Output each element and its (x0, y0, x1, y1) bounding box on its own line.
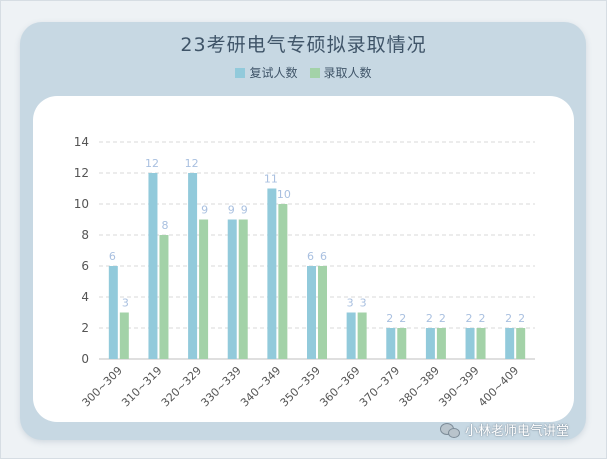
bar-series1 (425, 328, 435, 359)
data-label: 2 (505, 312, 512, 325)
bar-series2 (516, 328, 526, 359)
bar-series1 (346, 312, 356, 359)
data-label: 3 (347, 297, 354, 310)
data-label: 3 (122, 297, 129, 310)
bar-series2 (357, 312, 367, 359)
bar-series1 (148, 173, 158, 359)
y-tick-label: 14 (74, 135, 89, 149)
bar-series2 (199, 219, 209, 359)
data-label: 2 (426, 312, 433, 325)
data-label: 9 (201, 204, 208, 217)
data-label: 12 (185, 157, 199, 170)
x-tick-label: 360~369 (317, 364, 362, 409)
data-label: 9 (241, 204, 248, 217)
data-label: 12 (145, 157, 159, 170)
data-label: 11 (264, 173, 278, 186)
y-tick-label: 12 (74, 166, 89, 180)
legend-item-series2: 录取人数 (309, 64, 372, 81)
y-tick-label: 0 (81, 352, 89, 366)
bar-series2 (278, 204, 288, 359)
bar-series2 (397, 328, 407, 359)
bar-series1 (386, 328, 396, 359)
data-label: 3 (360, 297, 367, 310)
x-tick-label: 350~359 (278, 364, 323, 409)
x-tick-label: 300~309 (80, 364, 125, 409)
watermark-text: 小林老师电气讲堂 (465, 424, 570, 439)
x-tick-label: 330~339 (198, 364, 243, 409)
wechat-icon (440, 422, 460, 438)
data-label: 6 (307, 250, 314, 263)
bar-series1 (227, 219, 237, 359)
data-label: 10 (277, 188, 291, 201)
bar-series1 (505, 328, 515, 359)
x-tick-label: 340~349 (238, 364, 283, 409)
y-tick-label: 4 (81, 290, 89, 304)
chart-title: 23考研电气专硕拟录取情况 (180, 34, 427, 56)
data-label: 2 (439, 312, 446, 325)
bar-series1 (307, 266, 316, 359)
bar-series2 (436, 328, 446, 359)
legend-label-series1: 复试人数 (249, 66, 298, 80)
legend-swatch-series1 (235, 67, 246, 78)
bar-series1 (188, 173, 198, 359)
data-label: 2 (479, 312, 486, 325)
x-tick-label: 380~389 (397, 364, 442, 409)
x-tick-label: 320~329 (159, 364, 204, 409)
legend-swatch-series2 (309, 67, 320, 78)
data-label: 6 (320, 250, 327, 263)
data-label: 6 (109, 250, 116, 263)
y-tick-label: 6 (81, 259, 89, 273)
bar-series2 (119, 312, 129, 359)
bar-series1 (465, 328, 475, 359)
bar-series2 (318, 266, 327, 359)
bar-series1 (108, 266, 118, 359)
data-label: 8 (161, 219, 168, 232)
bar-series2 (476, 328, 486, 359)
y-tick-label: 10 (74, 197, 89, 211)
data-label: 2 (399, 312, 406, 325)
data-label: 2 (386, 312, 393, 325)
plot-card (33, 96, 574, 422)
x-tick-label: 370~379 (357, 364, 402, 409)
data-label: 9 (228, 204, 235, 217)
data-label: 2 (518, 312, 525, 325)
bar-series2 (159, 235, 169, 359)
bar-series2 (238, 219, 248, 359)
x-tick-label: 400~409 (476, 364, 521, 409)
bar-series1 (267, 188, 277, 359)
x-tick-label: 310~319 (119, 364, 164, 409)
data-label: 2 (466, 312, 473, 325)
watermark: 小林老师电气讲堂 (440, 420, 569, 439)
legend: 复试人数 录取人数 (0, 64, 607, 81)
legend-label-series2: 录取人数 (323, 66, 372, 80)
legend-item-series1: 复试人数 (235, 64, 298, 81)
y-tick-label: 2 (81, 321, 89, 335)
y-tick-label: 8 (81, 228, 89, 242)
x-tick-label: 390~399 (436, 364, 481, 409)
